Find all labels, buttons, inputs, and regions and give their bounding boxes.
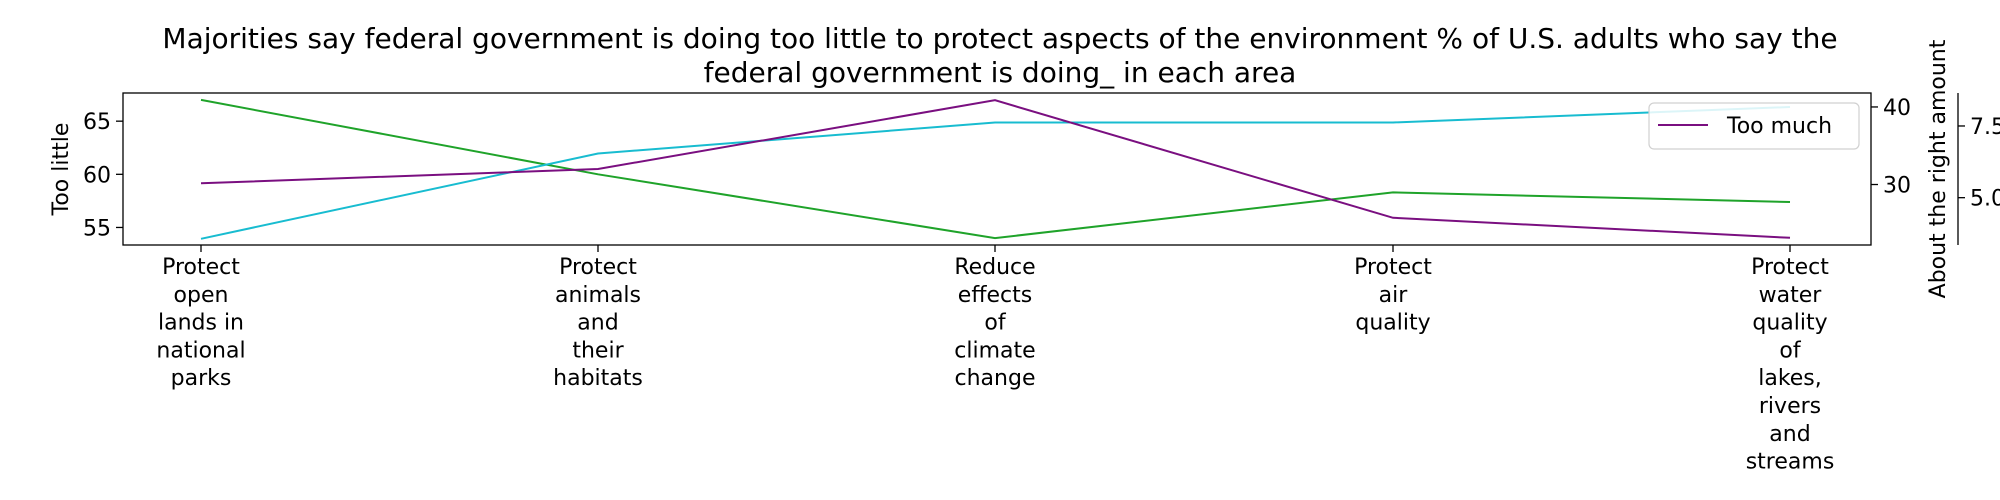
legend-box — [1648, 102, 1860, 150]
secondary-tick-label: 7.5 — [1970, 115, 2000, 140]
right-tick-label: 30 — [1883, 174, 1911, 199]
category-label: Protect water quality of lakes, rivers and stre… — [1746, 255, 1835, 475]
left-tick-label: 65 — [83, 110, 111, 135]
right-axis-label: About the right amount — [1926, 39, 1951, 298]
right-tick-label: 40 — [1883, 96, 1911, 121]
chart-title-line1: Majorities say federal government is doi… — [162, 22, 1837, 55]
category-label: Protect animals and their habitats — [553, 255, 643, 391]
category-label: Reduce effects of climate change — [954, 255, 1035, 391]
left-tick-label: 60 — [83, 163, 111, 188]
left-axis-label: Too little — [49, 123, 74, 217]
category-labels: Protect open lands in national parks Protect a… — [156, 255, 1834, 475]
series-line-1 — [200, 106, 1791, 240]
axes-layer: 55 60 65 30 40 5.0 7.5 — [83, 93, 2000, 252]
series-layer — [200, 98, 1791, 240]
chart-title-line2: federal government is doing_ in each are… — [704, 56, 1297, 89]
series-line-0 — [200, 98, 1791, 240]
secondary-tick-label: 5.0 — [1970, 187, 2000, 212]
category-label: Protect air quality — [1354, 255, 1432, 336]
category-label: Protect open lands in national parks — [156, 255, 245, 391]
left-tick-label: 55 — [83, 216, 111, 241]
series-line-2 — [200, 99, 1791, 239]
legend-label-too-much: Too much — [1726, 114, 1832, 139]
plot-frame — [122, 92, 1872, 246]
legend: Too much — [1648, 102, 1860, 150]
